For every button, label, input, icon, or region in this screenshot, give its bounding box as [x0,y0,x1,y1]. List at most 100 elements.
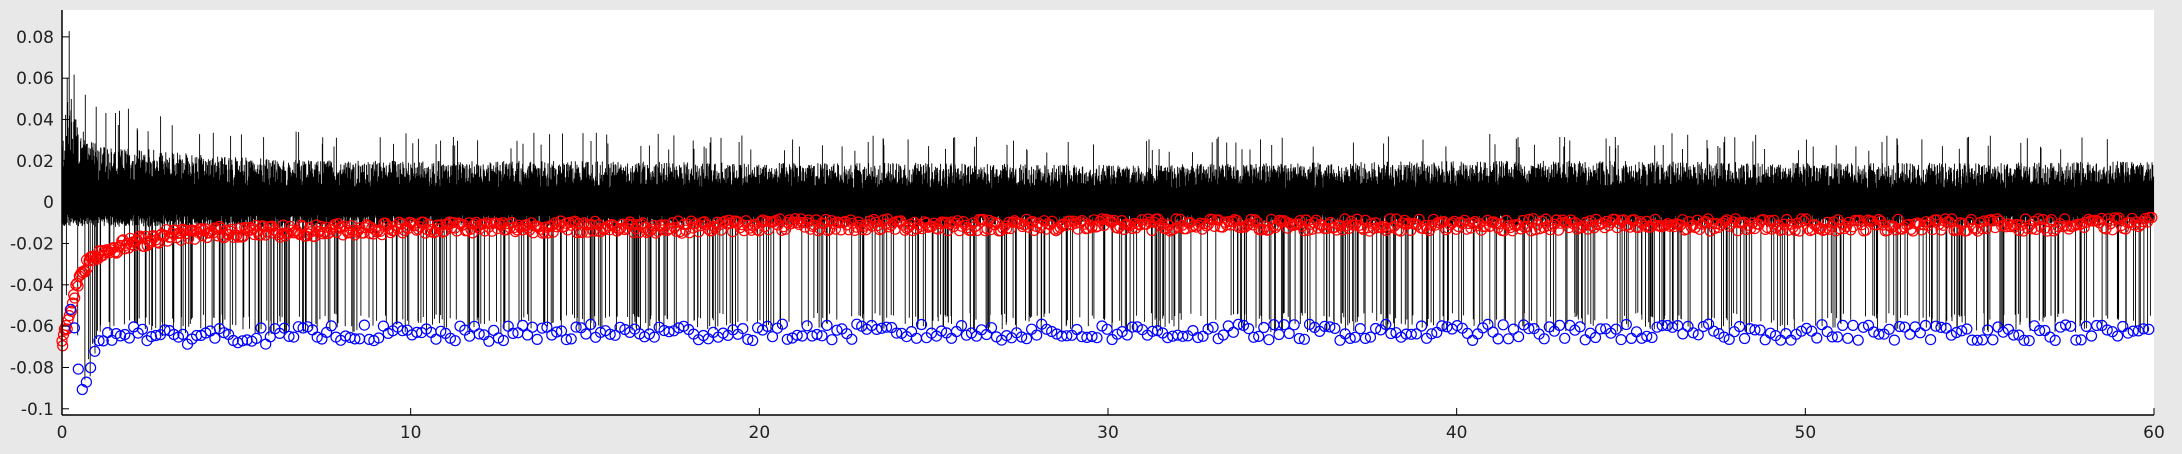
red-marker [1294,215,1306,227]
blue-marker [1559,332,1571,344]
blue-marker [1826,331,1838,343]
blue-marker [1046,325,1058,338]
blue-marker [177,328,189,340]
red-marker [1146,224,1158,237]
blue-marker [1451,320,1463,332]
red-marker [2052,221,2064,233]
blue-marker [1574,321,1586,333]
blue-marker [1207,321,1219,333]
blue-marker [325,320,337,332]
x-tick-label: 20 [749,423,771,443]
red-marker [1148,216,1160,228]
red-marker [1877,219,1889,231]
red-marker [1918,219,1930,231]
blue-marker [288,331,300,343]
red-marker [1425,219,1438,231]
blue-marker [1364,331,1377,343]
red-marker [1227,215,1239,228]
axes: 0.08 0.06 0.04 0.02 0 -0.02 -0.04 -0.06 -0.08 -0.… [10,10,2165,443]
blue-marker [1497,319,1509,331]
red-marker [1523,213,1535,225]
red-marker [2061,220,2073,232]
blue-marker [1610,323,1622,335]
x-tick-label: 40 [1446,423,1468,443]
red-marker [596,223,609,235]
blue-marker [114,330,127,342]
red-marker [626,219,638,231]
x-tick-label: 0 [57,423,68,443]
red-marker [479,225,491,237]
blue-marker [821,319,833,331]
red-marker [1134,219,1146,231]
red-marker [1546,220,1558,232]
red-marker [511,224,523,236]
blue-marker [1538,333,1550,345]
red-marker [1785,218,1797,230]
blue-marker [1987,334,1999,346]
blue-marker [497,334,509,347]
red-marker [1104,215,1116,227]
red-marker [1517,214,1529,227]
red-marker [430,226,442,238]
red-marker [1200,220,1213,232]
red-marker [1808,219,1821,231]
red-marker [1815,222,1827,234]
blue-marker [791,329,803,341]
blue-marker [826,334,838,346]
red-marker [442,219,454,231]
blue-marker [473,328,485,340]
red-marker [1527,213,1540,225]
blue-marker [1512,331,1525,343]
red-marker [1529,224,1542,236]
blue-marker [1410,328,1423,340]
blue-marker [846,333,858,345]
red-marker [883,221,896,233]
blue-marker [851,318,863,330]
red-marker [2059,213,2071,225]
blue-marker [1031,329,1043,341]
y-tick-label: -0.06 [10,317,54,337]
blue-marker [776,318,789,330]
red-marker [101,244,113,256]
red-marker [1506,225,1519,237]
blue-marker [1217,329,1229,341]
red-marker [2000,221,2012,233]
blue-marker [2138,323,2150,335]
red-marker [1712,221,1725,233]
blue-marker [150,329,162,342]
blue-marker [1161,332,1174,344]
red-marker [1314,218,1326,230]
blue-marker [1997,326,2009,338]
red-marker [2006,219,2019,231]
red-marker [1772,219,1784,231]
red-marker [631,219,643,231]
red-marker [145,235,158,247]
blue-marker [507,327,519,339]
red-marker [2109,212,2121,224]
red-marker [554,215,567,227]
red-marker [334,222,346,234]
red-marker [1978,215,1990,227]
red-marker [1662,218,1674,230]
red-marker [1310,214,1322,226]
blue-marker [1811,332,1823,344]
blue-marker [1324,321,1336,333]
blue-marker [84,362,97,374]
blue-marker [1852,334,1864,346]
red-marker [1359,214,1372,226]
blue-marker [1914,327,1926,339]
blue-marker [1888,334,1901,346]
red-marker [1963,216,1975,228]
blue-marker [2112,330,2124,342]
red-marker [2080,216,2092,228]
blue-marker [1594,323,1607,335]
blue-marker [136,323,149,335]
red-marker [82,262,94,274]
red-marker [438,225,451,237]
blue-marker [1733,320,1746,333]
blue-marker [1061,330,1073,342]
red-marker [1727,216,1740,228]
red-marker [78,265,90,277]
blue-marker [1020,333,1033,345]
blue-marker [1589,331,1602,344]
